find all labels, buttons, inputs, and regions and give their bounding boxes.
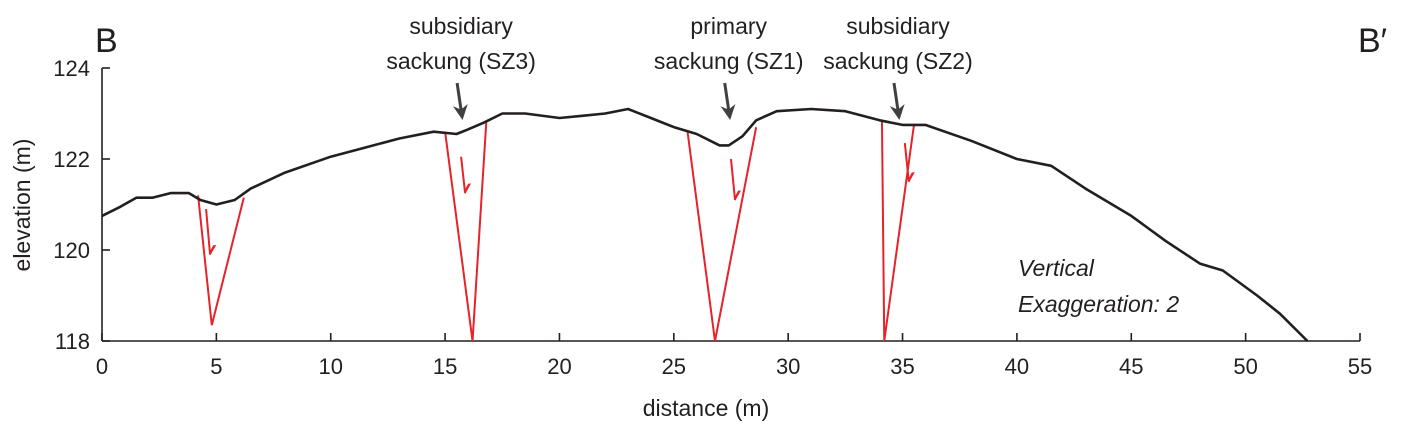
y-tick-label: 118 [55, 329, 90, 354]
x-tick-label: 25 [662, 354, 686, 379]
x-tick-label: 55 [1348, 354, 1372, 379]
section-end-label: B′ [1358, 22, 1387, 60]
fault-slip-arrow [903, 142, 915, 183]
x-tick-label: 45 [1119, 354, 1143, 379]
sackung-annotation-label: sackung (SZ3) [386, 48, 536, 74]
fault-slip-arrow [460, 156, 472, 195]
sackung-annotation-label: sackung (SZ1) [654, 48, 804, 74]
sackung-pointer-arrow [720, 82, 736, 120]
x-tick-label: 15 [433, 354, 457, 379]
section-start-label: B [95, 22, 118, 60]
y-tick-label: 120 [53, 238, 90, 263]
y-tick-label: 124 [53, 56, 90, 81]
sackung-annotation-label: sackung (SZ2) [823, 48, 973, 74]
fault-line [197, 195, 245, 326]
x-tick-label: 10 [318, 354, 342, 379]
fault-line [880, 120, 915, 342]
x-tick-label: 20 [547, 354, 571, 379]
fault-slip-arrow [205, 208, 217, 256]
x-axis-title: distance (m) [643, 395, 770, 421]
x-tick-label: 40 [1005, 354, 1029, 379]
vertical-exaggeration-line-2: Exaggeration: 2 [1018, 291, 1179, 317]
sackung-annotation-label: primary [690, 13, 767, 39]
x-tick-label: 0 [96, 354, 108, 379]
x-tick-label: 35 [890, 354, 914, 379]
fault-line [686, 126, 758, 342]
sackung-pointer-arrow [452, 82, 468, 120]
vertical-exaggeration-line-1: Vertical [1018, 255, 1095, 281]
elevation-profile-line [101, 107, 1309, 342]
fault-slip-arrow [730, 158, 742, 201]
sackung-annotation-label: subsidiary [846, 13, 950, 39]
fault-line [444, 122, 488, 342]
x-tick-label: 5 [210, 354, 222, 379]
x-tick-label: 50 [1233, 354, 1257, 379]
sackung-pointer-arrow [889, 82, 905, 120]
y-tick-label: 122 [53, 147, 90, 172]
x-tick-label: 30 [776, 354, 800, 379]
y-axis-title: elevation (m) [9, 139, 35, 272]
sackung-annotation-label: subsidiary [409, 13, 513, 39]
